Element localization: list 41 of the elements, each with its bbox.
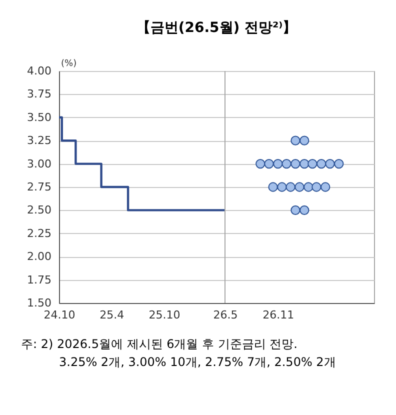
y-tick-label: 3.75 [27, 88, 52, 101]
point [286, 182, 296, 192]
point [334, 158, 344, 169]
point [308, 158, 318, 169]
y-tick-label: 3.25 [27, 134, 52, 148]
point [325, 158, 335, 169]
point [300, 205, 310, 216]
y-tick-label: 3.00 [27, 157, 52, 170]
x-tick-label: 24.10 [44, 308, 76, 322]
point [273, 158, 283, 169]
point [304, 182, 314, 192]
point [320, 182, 330, 192]
text: 3.25% 2개, 3.00% 10개, 2.75% 7개, 2.50% 2개 [59, 355, 336, 369]
y-axis-title: (%) [61, 59, 77, 69]
point [312, 182, 322, 192]
point [316, 158, 326, 169]
x-tick-label: 26.5 [213, 308, 238, 322]
point [282, 158, 292, 169]
y-tick-label: 2.50 [27, 204, 52, 217]
point [300, 136, 310, 146]
point [300, 158, 310, 169]
chart-title: 【금번(26.5월) 전망²⁾】 [136, 20, 297, 36]
point [256, 158, 266, 169]
y-tick-label: 4.00 [27, 64, 52, 78]
point [290, 136, 300, 146]
x-tick-label: 25.4 [100, 308, 124, 322]
x-tick-label: 25.10 [148, 308, 180, 322]
point [264, 158, 274, 169]
point [277, 182, 287, 192]
y-tick-label: 1.75 [27, 273, 52, 286]
y-tick-label: 1.50 [27, 296, 52, 310]
y-tick-label: 2.00 [27, 250, 52, 264]
point [290, 205, 300, 216]
text: 주: 2) 2026.5월에 제시된 6개월 후 기준금리 전망. [21, 337, 298, 351]
point [268, 182, 278, 192]
y-tick-label: 3.50 [27, 110, 52, 124]
x-tick-label: 26.11 [262, 308, 294, 322]
point [290, 158, 300, 169]
y-tick-label: 2.25 [27, 226, 52, 240]
point [294, 182, 304, 192]
y-tick-label: 2.75 [27, 180, 52, 194]
